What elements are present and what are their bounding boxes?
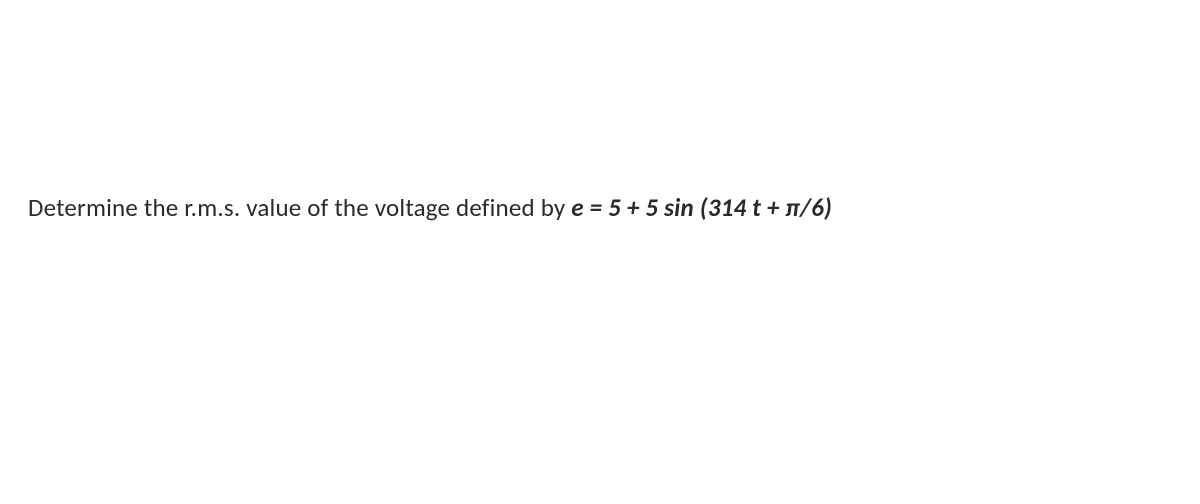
fraction-close: /6) (800, 192, 832, 223)
equals-sign: = (584, 192, 608, 223)
plus-sign: + (621, 192, 645, 223)
equation-lhs: e (571, 192, 583, 223)
document-content: Determine the r.m.s. value of the voltag… (28, 190, 1172, 225)
dc-term: 5 (608, 192, 621, 223)
problem-statement: Determine the r.m.s. value of the voltag… (28, 190, 1172, 225)
pi-symbol: π (785, 192, 800, 223)
problem-prefix: Determine the r.m.s. value of the voltag… (28, 192, 571, 223)
ac-term: 5 sin (314 t + (645, 192, 785, 223)
